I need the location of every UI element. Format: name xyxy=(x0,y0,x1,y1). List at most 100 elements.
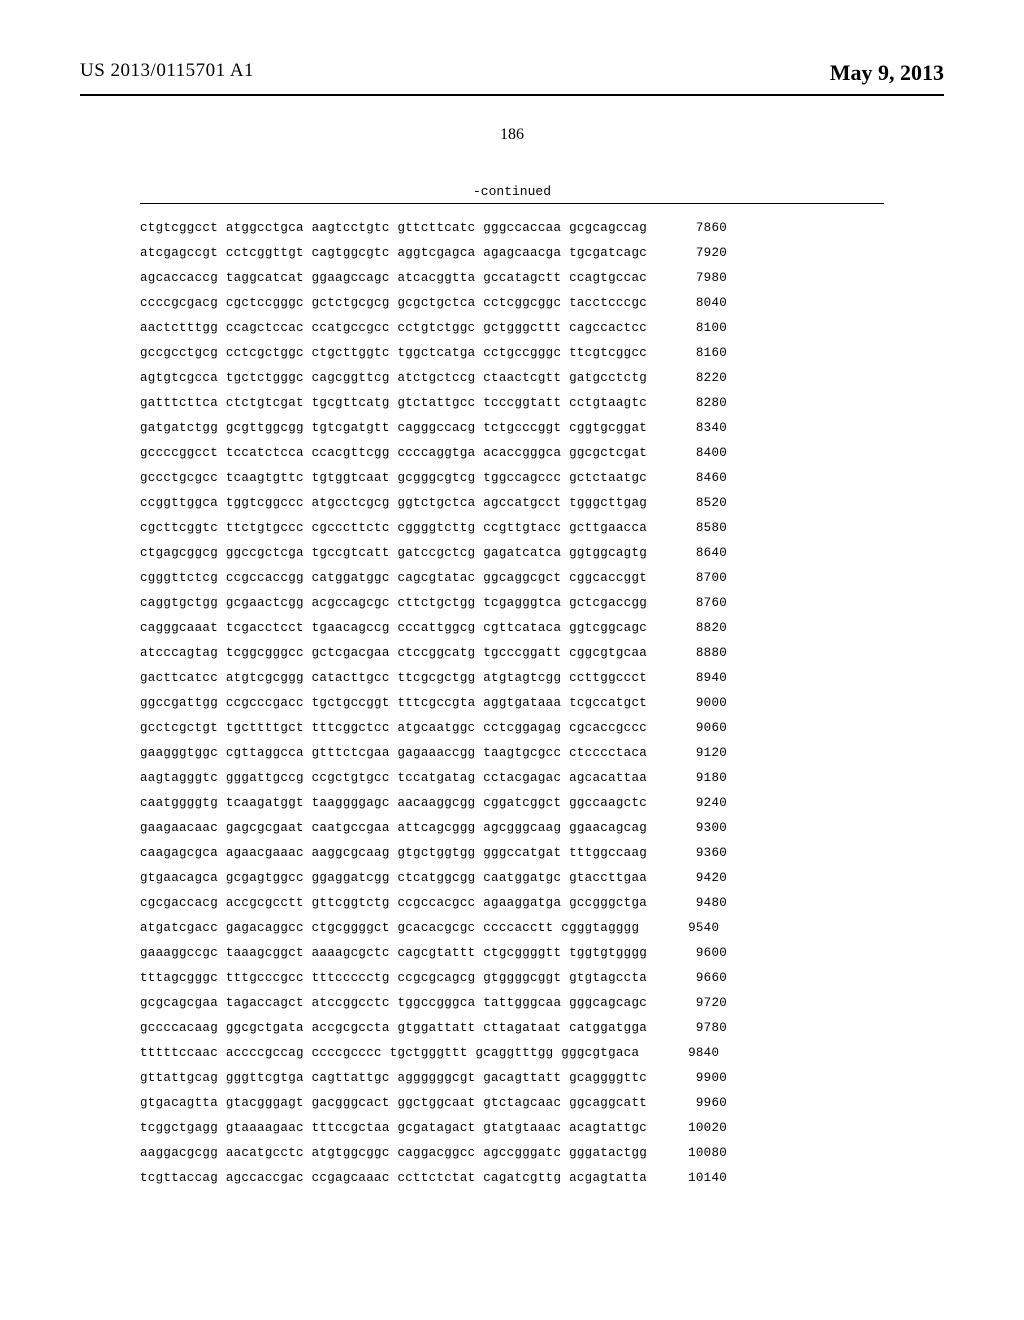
sequence-row: aaggacgcgg aacatgcctc atgtggcggc caggacg… xyxy=(140,1141,884,1166)
sequence-text: gatgatctgg gcgttggcgg tgtcgatgtt cagggcc… xyxy=(140,416,647,441)
sequence-text: cgcttcggtc ttctgtgccc cgcccttctc cggggtc… xyxy=(140,516,647,541)
sequence-row: cgcttcggtc ttctgtgccc cgcccttctc cggggtc… xyxy=(140,516,884,541)
sequence-text: atgatcgacc gagacaggcc ctgcggggct gcacacg… xyxy=(140,916,639,941)
sequence-position: 9540 xyxy=(659,916,719,941)
sequence-text: ggccgattgg ccgcccgacc tgctgccggt tttcgcc… xyxy=(140,691,647,716)
sequence-text: aaggacgcgg aacatgcctc atgtggcggc caggacg… xyxy=(140,1141,647,1166)
sequence-text: aactctttgg ccagctccac ccatgccgcc cctgtct… xyxy=(140,316,647,341)
sequence-text: gcctcgctgt tgcttttgct tttcggctcc atgcaat… xyxy=(140,716,647,741)
sequence-text: caagagcgca agaacgaaac aaggcgcaag gtgctgg… xyxy=(140,841,647,866)
sequence-text: gatttcttca ctctgtcgat tgcgttcatg gtctatt… xyxy=(140,391,647,416)
sequence-text: cgggttctcg ccgccaccgg catggatggc cagcgta… xyxy=(140,566,647,591)
sequence-text: gccccggcct tccatctcca ccacgttcgg ccccagg… xyxy=(140,441,647,466)
sequence-listing: ctgtcggcct atggcctgca aagtcctgtc gttcttc… xyxy=(80,216,944,1191)
sequence-text: gaagaacaac gagcgcgaat caatgccgaa attcagc… xyxy=(140,816,647,841)
page-header: US 2013/0115701 A1 May 9, 2013 xyxy=(80,60,944,86)
sequence-position: 9240 xyxy=(667,791,727,816)
sequence-position: 8340 xyxy=(667,416,727,441)
page-number: 186 xyxy=(80,126,944,144)
sequence-position: 9480 xyxy=(667,891,727,916)
sequence-row: gcctcgctgt tgcttttgct tttcggctcc atgcaat… xyxy=(140,716,884,741)
sequence-position: 9780 xyxy=(667,1016,727,1041)
sequence-position: 8400 xyxy=(667,441,727,466)
sequence-position: 9360 xyxy=(667,841,727,866)
sequence-text: aagtagggtc gggattgccg ccgctgtgcc tccatga… xyxy=(140,766,647,791)
sequence-text: gccctgcgcc tcaagtgttc tgtggtcaat gcgggcg… xyxy=(140,466,647,491)
sequence-text: tcggctgagg gtaaaagaac tttccgctaa gcgatag… xyxy=(140,1116,647,1141)
sequence-position: 9660 xyxy=(667,966,727,991)
sequence-row: gccgcctgcg cctcgctggc ctgcttggtc tggctca… xyxy=(140,341,884,366)
sequence-row: gtgaacagca gcgagtggcc ggaggatcgg ctcatgg… xyxy=(140,866,884,891)
sequence-position: 9300 xyxy=(667,816,727,841)
sequence-top-rule xyxy=(140,203,884,204)
sequence-row: gaagggtggc cgttaggcca gtttctcgaa gagaaac… xyxy=(140,741,884,766)
sequence-text: gtgaacagca gcgagtggcc ggaggatcgg ctcatgg… xyxy=(140,866,647,891)
sequence-text: gccgcctgcg cctcgctggc ctgcttggtc tggctca… xyxy=(140,341,647,366)
sequence-position: 8700 xyxy=(667,566,727,591)
publication-number: US 2013/0115701 A1 xyxy=(80,60,254,82)
sequence-position: 8640 xyxy=(667,541,727,566)
sequence-text: gaagggtggc cgttaggcca gtttctcgaa gagaaac… xyxy=(140,741,647,766)
sequence-row: cagggcaaat tcgacctcct tgaacagccg cccattg… xyxy=(140,616,884,641)
sequence-position: 9600 xyxy=(667,941,727,966)
sequence-row: caatggggtg tcaagatggt taaggggagc aacaagg… xyxy=(140,791,884,816)
sequence-row: gtgacagtta gtacgggagt gacgggcact ggctggc… xyxy=(140,1091,884,1116)
sequence-text: gaaaggccgc taaagcggct aaaagcgctc cagcgta… xyxy=(140,941,647,966)
sequence-text: gccccacaag ggcgctgata accgcgccta gtggatt… xyxy=(140,1016,647,1041)
sequence-position: 7860 xyxy=(667,216,727,241)
sequence-row: cgcgaccacg accgcgcctt gttcggtctg ccgccac… xyxy=(140,891,884,916)
continued-label: -continued xyxy=(80,184,944,199)
sequence-text: agtgtcgcca tgctctgggc cagcggttcg atctgct… xyxy=(140,366,647,391)
sequence-position: 7980 xyxy=(667,266,727,291)
sequence-row: gatttcttca ctctgtcgat tgcgttcatg gtctatt… xyxy=(140,391,884,416)
header-rule xyxy=(80,94,944,96)
sequence-row: atcccagtag tcggcgggcc gctcgacgaa ctccggc… xyxy=(140,641,884,666)
sequence-text: caatggggtg tcaagatggt taaggggagc aacaagg… xyxy=(140,791,647,816)
sequence-text: cgcgaccacg accgcgcctt gttcggtctg ccgccac… xyxy=(140,891,647,916)
sequence-position: 9000 xyxy=(667,691,727,716)
sequence-row: ctgagcggcg ggccgctcga tgccgtcatt gatccgc… xyxy=(140,541,884,566)
sequence-text: gttattgcag gggttcgtga cagttattgc agggggg… xyxy=(140,1066,647,1091)
sequence-row: gttattgcag gggttcgtga cagttattgc agggggg… xyxy=(140,1066,884,1091)
sequence-text: gcgcagcgaa tagaccagct atccggcctc tggccgg… xyxy=(140,991,647,1016)
sequence-text: ccccgcgacg cgctccgggc gctctgcgcg gcgctgc… xyxy=(140,291,647,316)
sequence-position: 10140 xyxy=(667,1166,727,1191)
sequence-row: ccggttggca tggtcggccc atgcctcgcg ggtctgc… xyxy=(140,491,884,516)
sequence-row: ggccgattgg ccgcccgacc tgctgccggt tttcgcc… xyxy=(140,691,884,716)
sequence-row: gccctgcgcc tcaagtgttc tgtggtcaat gcgggcg… xyxy=(140,466,884,491)
sequence-row: caagagcgca agaacgaaac aaggcgcaag gtgctgg… xyxy=(140,841,884,866)
sequence-position: 9900 xyxy=(667,1066,727,1091)
sequence-row: tcgttaccag agccaccgac ccgagcaaac ccttctc… xyxy=(140,1166,884,1191)
sequence-row: gcgcagcgaa tagaccagct atccggcctc tggccgg… xyxy=(140,991,884,1016)
sequence-row: aagtagggtc gggattgccg ccgctgtgcc tccatga… xyxy=(140,766,884,791)
sequence-position: 8880 xyxy=(667,641,727,666)
sequence-row: agtgtcgcca tgctctgggc cagcggttcg atctgct… xyxy=(140,366,884,391)
sequence-position: 8160 xyxy=(667,341,727,366)
sequence-text: ctgtcggcct atggcctgca aagtcctgtc gttcttc… xyxy=(140,216,647,241)
sequence-text: tcgttaccag agccaccgac ccgagcaaac ccttctc… xyxy=(140,1166,647,1191)
sequence-row: agcaccaccg taggcatcat ggaagccagc atcacgg… xyxy=(140,266,884,291)
sequence-position: 9180 xyxy=(667,766,727,791)
sequence-row: gatgatctgg gcgttggcgg tgtcgatgtt cagggcc… xyxy=(140,416,884,441)
sequence-position: 8940 xyxy=(667,666,727,691)
sequence-position: 8040 xyxy=(667,291,727,316)
sequence-position: 8580 xyxy=(667,516,727,541)
sequence-position: 9840 xyxy=(659,1041,719,1066)
sequence-row: tcggctgagg gtaaaagaac tttccgctaa gcgatag… xyxy=(140,1116,884,1141)
sequence-text: atcccagtag tcggcgggcc gctcgacgaa ctccggc… xyxy=(140,641,647,666)
sequence-text: caggtgctgg gcgaactcgg acgccagcgc cttctgc… xyxy=(140,591,647,616)
sequence-row: gccccggcct tccatctcca ccacgttcgg ccccagg… xyxy=(140,441,884,466)
sequence-row: aactctttgg ccagctccac ccatgccgcc cctgtct… xyxy=(140,316,884,341)
sequence-position: 10020 xyxy=(667,1116,727,1141)
sequence-position: 8460 xyxy=(667,466,727,491)
sequence-position: 10080 xyxy=(667,1141,727,1166)
sequence-row: tttttccaac accccgccag ccccgcccc tgctgggt… xyxy=(140,1041,884,1066)
sequence-position: 8520 xyxy=(667,491,727,516)
sequence-text: agcaccaccg taggcatcat ggaagccagc atcacgg… xyxy=(140,266,647,291)
sequence-text: ccggttggca tggtcggccc atgcctcgcg ggtctgc… xyxy=(140,491,647,516)
sequence-position: 9120 xyxy=(667,741,727,766)
sequence-row: gaagaacaac gagcgcgaat caatgccgaa attcagc… xyxy=(140,816,884,841)
sequence-row: caggtgctgg gcgaactcgg acgccagcgc cttctgc… xyxy=(140,591,884,616)
sequence-text: gacttcatcc atgtcgcggg catacttgcc ttcgcgc… xyxy=(140,666,647,691)
sequence-row: atcgagccgt cctcggttgt cagtggcgtc aggtcga… xyxy=(140,241,884,266)
